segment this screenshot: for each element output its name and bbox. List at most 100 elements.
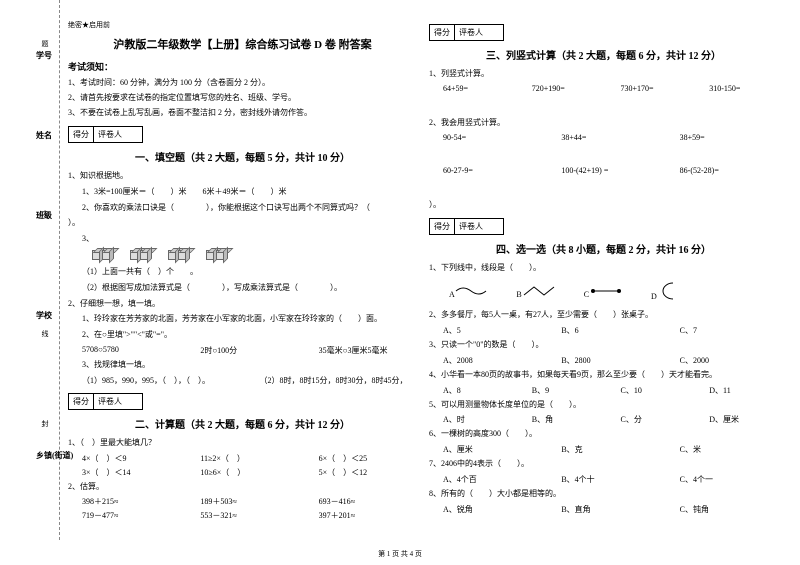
vcalc-item: 730+170= <box>621 84 690 93</box>
left-column: 绝密★启用前 沪教版二年级数学【上册】综合练习试卷 D 卷 附答案 考试须知： … <box>68 20 417 524</box>
score-box: 得分 评卷人 <box>68 393 143 410</box>
notice-item: 2、请首先按要求在试卷的指定位置填写您的姓名、班级、学号。 <box>68 92 417 104</box>
calc1-row: 3×（ ）＜14 10≥6×（ ） 5×（ ）＜12 <box>68 467 417 478</box>
calc-item: 189＋503≈ <box>200 496 298 507</box>
calc-item: 11≥2×（ ） <box>200 453 298 464</box>
grader-label: 评卷人 <box>455 25 503 40</box>
right-column: 得分 评卷人 三、列竖式计算（共 2 大题，每题 6 分，共计 12 分） 1、… <box>429 20 778 524</box>
line-options: A B C D <box>429 283 778 301</box>
calc-item: 4×（ ）＜9 <box>82 453 180 464</box>
calc2-stem: 2、估算。 <box>68 481 417 494</box>
exam-title: 沪教版二年级数学【上册】综合练习试卷 D 卷 附答案 <box>68 36 417 52</box>
choice-q6: 6、一棵树的高度300（ ）。 <box>429 428 778 441</box>
page-footer: 第 1 页 共 4 页 <box>0 549 800 559</box>
opt: D、11 <box>709 385 778 396</box>
opt-b: B <box>516 285 553 299</box>
compare-item: 35毫米○3厘米5毫米 <box>319 345 417 356</box>
vcalc1-stem: 1、列竖式计算。 <box>429 68 778 81</box>
q1-sub: ）。 <box>68 217 417 230</box>
opt: B、6 <box>561 325 659 336</box>
vcalc2-stem: 2、我会用竖式计算。 <box>429 117 778 130</box>
opt: C、7 <box>680 325 778 336</box>
vcalc-item: 90-54= <box>443 133 541 142</box>
vcalc2-end: ）。 <box>429 199 778 212</box>
vcalc1-row: 64+59= 720+190= 730+170= 310-150= <box>429 84 778 93</box>
opt: A、2008 <box>443 355 541 366</box>
choice-q4: 4、小华看一本80页的故事书，如果每天看9页，那么至少要（ ）天才能看完。 <box>429 369 778 382</box>
grader-label: 评卷人 <box>94 394 142 409</box>
field-school: 学校 <box>36 310 52 321</box>
vcalc-item: 310-150= <box>709 84 778 93</box>
calc2-row: 719－477≈ 553－321≈ 397＋201≈ <box>68 510 417 521</box>
choice-q3: 3、只读一个"0"的数是（ ）。 <box>429 339 778 352</box>
compare-item: 2时○100分 <box>200 345 298 356</box>
q2-sub: 2、在○里填">""<"或"="。 <box>68 329 417 342</box>
q2-compare: 5708○5780 2时○100分 35毫米○3厘米5毫米 <box>68 345 417 356</box>
opt-c: C <box>584 285 621 299</box>
vcalc-item: 100-(42+19) = <box>561 166 659 175</box>
calc-item: 5×（ ）＜12 <box>319 467 417 478</box>
score-box: 得分 评卷人 <box>429 24 504 41</box>
calc-item: 719－477≈ <box>82 510 180 521</box>
pattern-item: （1）985，990，995，（ ），（ ）。 <box>82 375 240 386</box>
grader-label: 评卷人 <box>455 219 503 234</box>
opt: A、锐角 <box>443 504 541 515</box>
opt: C、10 <box>621 385 690 396</box>
opt: A、5 <box>443 325 541 336</box>
field-name: 姓名 <box>36 130 52 141</box>
choice-q4-opts: A、8 B、9 C、10 D、11 <box>429 385 778 396</box>
calc2-row: 398＋215≈ 189＋503≈ 693－416≈ <box>68 496 417 507</box>
opt-d: D <box>651 283 679 301</box>
secret-label: 绝密★启用前 <box>68 20 417 30</box>
q1-sub: 2、你喜欢的乘法口诀是（ ），你能根据这个口诀写出两个不同算式吗？（ <box>68 202 417 215</box>
calc-item: 10≥6×（ ） <box>200 467 298 478</box>
choice-q3-opts: A、2008 B、2800 C、2000 <box>429 355 778 366</box>
choice-q8-opts: A、锐角 B、直角 C、钝角 <box>429 504 778 515</box>
field-student-id: 学号 <box>36 50 52 61</box>
binding-label: 题 <box>40 40 50 47</box>
choice-q5: 5、可以用测量物体长度单位的是（ ）。 <box>429 399 778 412</box>
choice-q7: 7、2406中的4表示（ ）。 <box>429 458 778 471</box>
opt: C、米 <box>680 444 778 455</box>
calc-item: 693－416≈ <box>319 496 417 507</box>
q1-stem: 1、知识根据地。 <box>68 170 417 183</box>
notice-item: 3、不要在试卷上乱写乱画，卷面不整洁扣 2 分，密封线外请勿作答。 <box>68 107 417 119</box>
vcalc-item: 64+59= <box>443 84 512 93</box>
opt: B、9 <box>532 385 601 396</box>
q1-sub: 1、3米=100厘米＝（ ）米 6米＋49米＝（ ）米 <box>68 186 417 199</box>
choice-q1: 1、下列线中，线段是（ ）。 <box>429 262 778 275</box>
opt: B、角 <box>532 414 601 425</box>
choice-q6-opts: A、厘米 B、克 C、米 <box>429 444 778 455</box>
pattern-item: （2）8时，8时15分，8时30分，8时45分， <box>260 375 418 386</box>
choice-q5-opts: A、时 B、角 C、分 D、厘米 <box>429 414 778 425</box>
opt: B、直角 <box>561 504 659 515</box>
page-content: 绝密★启用前 沪教版二年级数学【上册】综合练习试卷 D 卷 附答案 考试须知： … <box>68 20 778 524</box>
section-heading-3: 三、列竖式计算（共 2 大题，每题 6 分，共计 12 分） <box>429 47 778 62</box>
notice-item: 1、考试时间：60 分钟，满分为 100 分（含卷面分 2 分）。 <box>68 77 417 89</box>
opt: B、2800 <box>561 355 659 366</box>
calc1-stem: 1、（ ）里最大能填几？ <box>68 437 417 450</box>
choice-q2: 2、多多餐厅，每5人一桌，有27人，至少需要（ ）张桌子。 <box>429 309 778 322</box>
vcalc2-row: 60-27-9= 100-(42+19) = 86-(52-28)= <box>429 166 778 175</box>
vcalc-item: 720+190= <box>532 84 601 93</box>
section-heading-1: 一、填空题（共 2 大题，每题 5 分，共计 10 分） <box>68 149 417 164</box>
calc-item: 6×（ ）＜25 <box>319 453 417 464</box>
grader-label: 评卷人 <box>94 127 142 142</box>
opt-a: A <box>449 285 486 299</box>
opt: A、时 <box>443 414 512 425</box>
calc-item: 397＋201≈ <box>319 510 417 521</box>
vcalc-item: 38+44= <box>561 133 659 142</box>
score-label: 得分 <box>430 219 455 234</box>
vcalc-item: 38+59= <box>680 133 778 142</box>
score-label: 得分 <box>430 25 455 40</box>
score-box: 得分 评卷人 <box>68 126 143 143</box>
calc-item: 553－321≈ <box>200 510 298 521</box>
q2-pattern: （1）985，990，995，（ ），（ ）。 （2）8时，8时15分，8时30… <box>68 375 417 386</box>
vcalc-item: 60-27-9= <box>443 166 541 175</box>
opt: B、4个十 <box>561 474 659 485</box>
opt: A、8 <box>443 385 512 396</box>
choice-q7-opts: A、4个百 B、4个十 C、4个一 <box>429 474 778 485</box>
q1-sub: （2）根据图写成加法算式是（ ），写成乘法算式是（ ）。 <box>68 282 417 295</box>
opt: C、钝角 <box>680 504 778 515</box>
section-heading-4: 四、选一选（共 8 小题，每题 2 分，共计 16 分） <box>429 241 778 256</box>
